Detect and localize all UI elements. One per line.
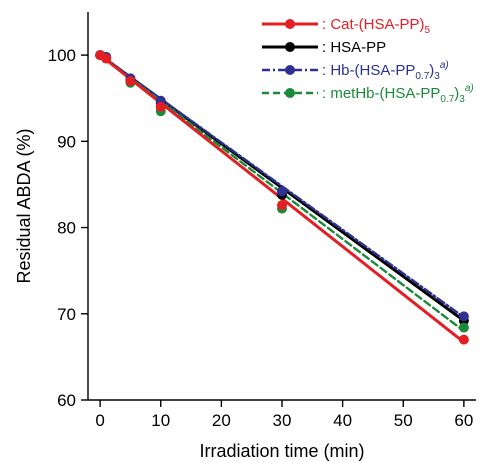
data-point (277, 200, 287, 211)
data-point (458, 334, 469, 345)
legend-label: : Cat-(HSA-PP)5 (322, 16, 431, 36)
legend-label: : HSA-PP (322, 39, 386, 56)
y-tick-label: 90 (57, 132, 76, 151)
data-point (277, 186, 287, 197)
x-tick-label: 50 (394, 411, 413, 430)
y-tick-label: 80 (57, 219, 76, 238)
x-tick-label: 10 (151, 411, 170, 430)
data-point (458, 322, 469, 333)
legend-swatch-marker (285, 42, 295, 52)
y-tick-label: 100 (48, 46, 76, 65)
data-point (155, 101, 166, 112)
x-tick-label: 60 (454, 411, 473, 430)
x-tick-label: 20 (212, 411, 231, 430)
legend: : Cat-(HSA-PP)5 : HSA-PP : Hb-(HSA-PP0.7)3… (262, 16, 474, 105)
x-tick-label: 40 (333, 411, 352, 430)
legend-label: : Hb-(HSA-PP0.7)3a) (322, 60, 449, 82)
data-points (95, 50, 469, 345)
legend-swatch-marker (285, 88, 295, 98)
legend-swatch-marker (285, 19, 295, 29)
axes: 60 70 80 90 100 0 10 20 30 40 50 60 (48, 12, 476, 430)
legend-label: : metHb-(HSA-PP0.7)3a) (322, 83, 474, 105)
legend-swatch-marker (285, 65, 295, 75)
x-tick-label: 0 (95, 411, 104, 430)
y-tick-label: 70 (57, 305, 76, 324)
y-axis-label: Residual ABDA (%) (14, 128, 34, 283)
data-point (125, 75, 136, 86)
y-tick-label: 60 (57, 391, 76, 410)
x-tick-label: 30 (273, 411, 292, 430)
data-point (101, 53, 112, 64)
x-axis-label: Irradiation time (min) (199, 441, 364, 461)
data-point (458, 311, 469, 322)
